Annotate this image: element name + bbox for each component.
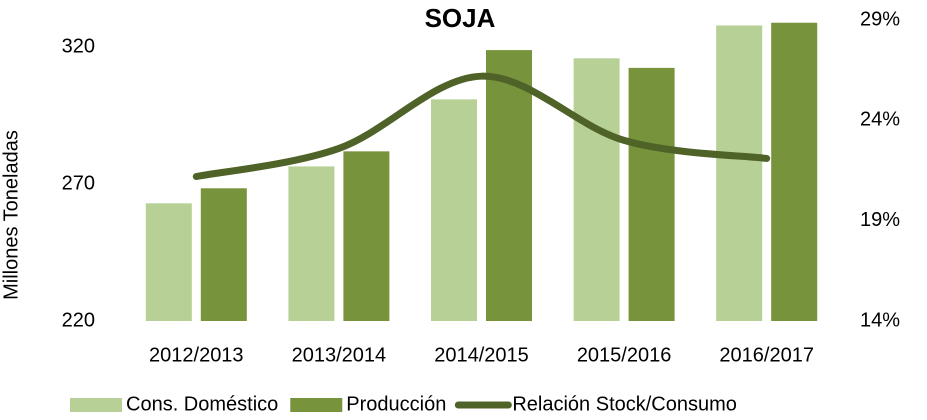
bar — [145, 203, 192, 321]
bar — [343, 151, 390, 321]
y2-tick-label: 29% — [860, 8, 900, 30]
x-tick-label: 2013/2014 — [292, 344, 387, 366]
y-tick-label: 320 — [62, 36, 95, 58]
y2-tick-label: 19% — [860, 209, 900, 231]
bar — [771, 22, 818, 322]
y-axis-title: Millones Toneladas — [0, 130, 22, 300]
legend-label: Cons. Doméstico — [126, 393, 278, 415]
bar — [200, 188, 247, 321]
chart-title: SOJA — [425, 3, 496, 33]
x-tick-label: 2016/2017 — [719, 344, 814, 366]
y-tick-label: 220 — [62, 309, 95, 331]
y-tick-label: 270 — [62, 172, 95, 194]
legend-label: Relación Stock/Consumo — [512, 393, 737, 415]
bar — [716, 25, 763, 322]
line — [192, 72, 771, 181]
bar — [288, 166, 335, 321]
bar — [431, 99, 477, 321]
legend-label: Producción — [346, 393, 446, 415]
bar — [573, 58, 620, 322]
y2-tick-label: 14% — [860, 309, 900, 331]
x-tick-label: 2014/2015 — [434, 344, 529, 366]
legend-swatch — [70, 398, 122, 412]
x-tick-label: 2012/2013 — [149, 344, 244, 366]
legend-swatch — [290, 398, 343, 412]
bar — [486, 50, 532, 321]
bar — [628, 67, 675, 322]
y2-tick-label: 24% — [860, 109, 900, 131]
x-tick-label: 2015/2016 — [577, 344, 672, 366]
